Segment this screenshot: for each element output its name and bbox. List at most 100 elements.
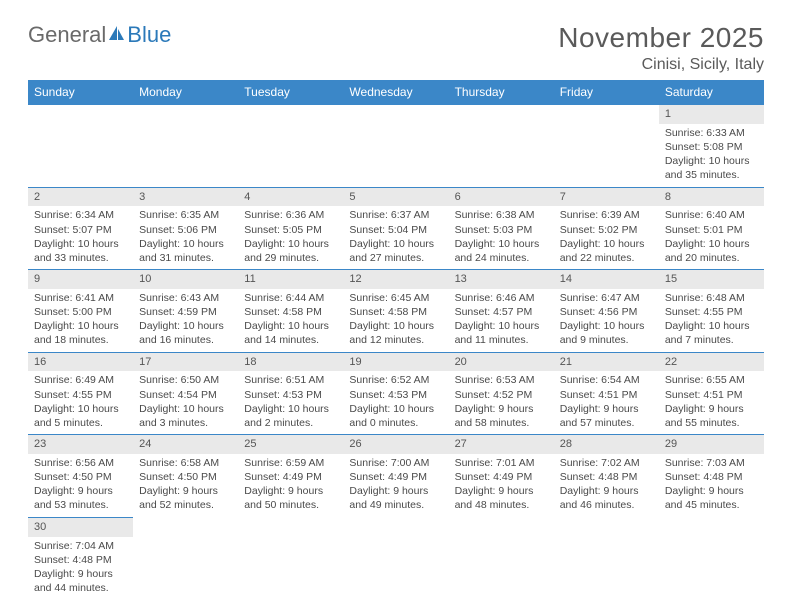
- sunset-text: Sunset: 5:07 PM: [34, 223, 127, 237]
- sunset-text: Sunset: 4:49 PM: [455, 470, 548, 484]
- title-block: November 2025 Cinisi, Sicily, Italy: [558, 22, 764, 74]
- sunrise-text: Sunrise: 6:45 AM: [349, 291, 442, 305]
- sunrise-text: Sunrise: 7:04 AM: [34, 539, 127, 553]
- daylight-text: Daylight: 10 hours and 27 minutes.: [349, 237, 442, 265]
- calendar-cell: [659, 517, 764, 599]
- day-details: Sunrise: 7:03 AMSunset: 4:48 PMDaylight:…: [665, 456, 758, 513]
- calendar-cell: 19Sunrise: 6:52 AMSunset: 4:53 PMDayligh…: [343, 352, 448, 435]
- calendar-cell: 4Sunrise: 6:36 AMSunset: 5:05 PMDaylight…: [238, 187, 343, 270]
- day-details: Sunrise: 6:33 AMSunset: 5:08 PMDaylight:…: [665, 126, 758, 183]
- day-number: 30: [28, 518, 133, 537]
- calendar-cell: 2Sunrise: 6:34 AMSunset: 5:07 PMDaylight…: [28, 187, 133, 270]
- calendar-cell: [238, 105, 343, 188]
- calendar-cell: 1 Sunrise: 6:33 AMSunset: 5:08 PMDaylight…: [659, 105, 764, 188]
- calendar-cell: [449, 517, 554, 599]
- day-details: Sunrise: 6:55 AMSunset: 4:51 PMDaylight:…: [665, 373, 758, 430]
- sunset-text: Sunset: 4:49 PM: [244, 470, 337, 484]
- daylight-text: Daylight: 9 hours and 45 minutes.: [665, 484, 758, 512]
- day-number: 6: [449, 188, 554, 207]
- daylight-text: Daylight: 10 hours and 0 minutes.: [349, 402, 442, 430]
- sunset-text: Sunset: 4:49 PM: [349, 470, 442, 484]
- day-details: Sunrise: 6:34 AMSunset: 5:07 PMDaylight:…: [34, 208, 127, 265]
- daylight-text: Daylight: 9 hours and 55 minutes.: [665, 402, 758, 430]
- daylight-text: Daylight: 10 hours and 22 minutes.: [560, 237, 653, 265]
- daylight-text: Daylight: 9 hours and 49 minutes.: [349, 484, 442, 512]
- daylight-text: Daylight: 9 hours and 44 minutes.: [34, 567, 127, 595]
- sunrise-text: Sunrise: 6:49 AM: [34, 373, 127, 387]
- sunrise-text: Sunrise: 6:43 AM: [139, 291, 232, 305]
- daylight-text: Daylight: 9 hours and 46 minutes.: [560, 484, 653, 512]
- day-details: Sunrise: 6:58 AMSunset: 4:50 PMDaylight:…: [139, 456, 232, 513]
- day-details: Sunrise: 6:44 AMSunset: 4:58 PMDaylight:…: [244, 291, 337, 348]
- weekday-header: Friday: [554, 80, 659, 105]
- day-details: Sunrise: 6:45 AMSunset: 4:58 PMDaylight:…: [349, 291, 442, 348]
- calendar-cell: 12Sunrise: 6:45 AMSunset: 4:58 PMDayligh…: [343, 270, 448, 353]
- calendar-cell: 29Sunrise: 7:03 AMSunset: 4:48 PMDayligh…: [659, 435, 764, 518]
- day-number: 14: [554, 270, 659, 289]
- sunset-text: Sunset: 4:53 PM: [244, 388, 337, 402]
- sunrise-text: Sunrise: 6:58 AM: [139, 456, 232, 470]
- weekday-header: Monday: [133, 80, 238, 105]
- sunrise-text: Sunrise: 6:35 AM: [139, 208, 232, 222]
- day-details: Sunrise: 6:47 AMSunset: 4:56 PMDaylight:…: [560, 291, 653, 348]
- sunset-text: Sunset: 5:03 PM: [455, 223, 548, 237]
- daylight-text: Daylight: 9 hours and 50 minutes.: [244, 484, 337, 512]
- sunset-text: Sunset: 4:51 PM: [665, 388, 758, 402]
- calendar-cell: [343, 517, 448, 599]
- daylight-text: Daylight: 10 hours and 5 minutes.: [34, 402, 127, 430]
- calendar-cell: 21Sunrise: 6:54 AMSunset: 4:51 PMDayligh…: [554, 352, 659, 435]
- calendar-cell: [28, 105, 133, 188]
- daylight-text: Daylight: 10 hours and 33 minutes.: [34, 237, 127, 265]
- day-details: Sunrise: 6:41 AMSunset: 5:00 PMDaylight:…: [34, 291, 127, 348]
- sunset-text: Sunset: 5:04 PM: [349, 223, 442, 237]
- daylight-text: Daylight: 10 hours and 7 minutes.: [665, 319, 758, 347]
- calendar-cell: 6Sunrise: 6:38 AMSunset: 5:03 PMDaylight…: [449, 187, 554, 270]
- day-details: Sunrise: 7:04 AMSunset: 4:48 PMDaylight:…: [34, 539, 127, 596]
- weekday-header: Thursday: [449, 80, 554, 105]
- day-details: Sunrise: 7:02 AMSunset: 4:48 PMDaylight:…: [560, 456, 653, 513]
- sunrise-text: Sunrise: 7:01 AM: [455, 456, 548, 470]
- sunrise-text: Sunrise: 6:36 AM: [244, 208, 337, 222]
- sunset-text: Sunset: 5:08 PM: [665, 140, 758, 154]
- day-details: Sunrise: 6:51 AMSunset: 4:53 PMDaylight:…: [244, 373, 337, 430]
- daylight-text: Daylight: 9 hours and 48 minutes.: [455, 484, 548, 512]
- sunrise-text: Sunrise: 6:47 AM: [560, 291, 653, 305]
- sunset-text: Sunset: 4:48 PM: [34, 553, 127, 567]
- daylight-text: Daylight: 10 hours and 20 minutes.: [665, 237, 758, 265]
- sunset-text: Sunset: 4:51 PM: [560, 388, 653, 402]
- daylight-text: Daylight: 10 hours and 29 minutes.: [244, 237, 337, 265]
- page-header: General Blue November 2025 Cinisi, Sicil…: [28, 22, 764, 74]
- calendar-cell: 23Sunrise: 6:56 AMSunset: 4:50 PMDayligh…: [28, 435, 133, 518]
- calendar-cell: 7Sunrise: 6:39 AMSunset: 5:02 PMDaylight…: [554, 187, 659, 270]
- day-number: 15: [659, 270, 764, 289]
- day-number: 19: [343, 353, 448, 372]
- sunset-text: Sunset: 5:02 PM: [560, 223, 653, 237]
- daylight-text: Daylight: 10 hours and 3 minutes.: [139, 402, 232, 430]
- day-number: 4: [238, 188, 343, 207]
- sunrise-text: Sunrise: 6:48 AM: [665, 291, 758, 305]
- sunrise-text: Sunrise: 6:39 AM: [560, 208, 653, 222]
- sunset-text: Sunset: 5:06 PM: [139, 223, 232, 237]
- day-number: 8: [659, 188, 764, 207]
- sunrise-text: Sunrise: 6:33 AM: [665, 126, 758, 140]
- sunrise-text: Sunrise: 7:03 AM: [665, 456, 758, 470]
- weekday-header: Tuesday: [238, 80, 343, 105]
- sunset-text: Sunset: 4:48 PM: [665, 470, 758, 484]
- calendar-week-row: 16Sunrise: 6:49 AMSunset: 4:55 PMDayligh…: [28, 352, 764, 435]
- brand-part1: General: [28, 22, 106, 48]
- calendar-cell: [238, 517, 343, 599]
- sunset-text: Sunset: 4:58 PM: [244, 305, 337, 319]
- sunset-text: Sunset: 5:00 PM: [34, 305, 127, 319]
- day-number: 24: [133, 435, 238, 454]
- day-number: 17: [133, 353, 238, 372]
- location-text: Cinisi, Sicily, Italy: [558, 56, 764, 74]
- sunrise-text: Sunrise: 7:02 AM: [560, 456, 653, 470]
- day-number: 1: [659, 105, 764, 124]
- sunset-text: Sunset: 4:58 PM: [349, 305, 442, 319]
- calendar-cell: 18Sunrise: 6:51 AMSunset: 4:53 PMDayligh…: [238, 352, 343, 435]
- calendar-cell: 8Sunrise: 6:40 AMSunset: 5:01 PMDaylight…: [659, 187, 764, 270]
- day-number: 20: [449, 353, 554, 372]
- day-number: 21: [554, 353, 659, 372]
- day-details: Sunrise: 6:56 AMSunset: 4:50 PMDaylight:…: [34, 456, 127, 513]
- sunset-text: Sunset: 4:48 PM: [560, 470, 653, 484]
